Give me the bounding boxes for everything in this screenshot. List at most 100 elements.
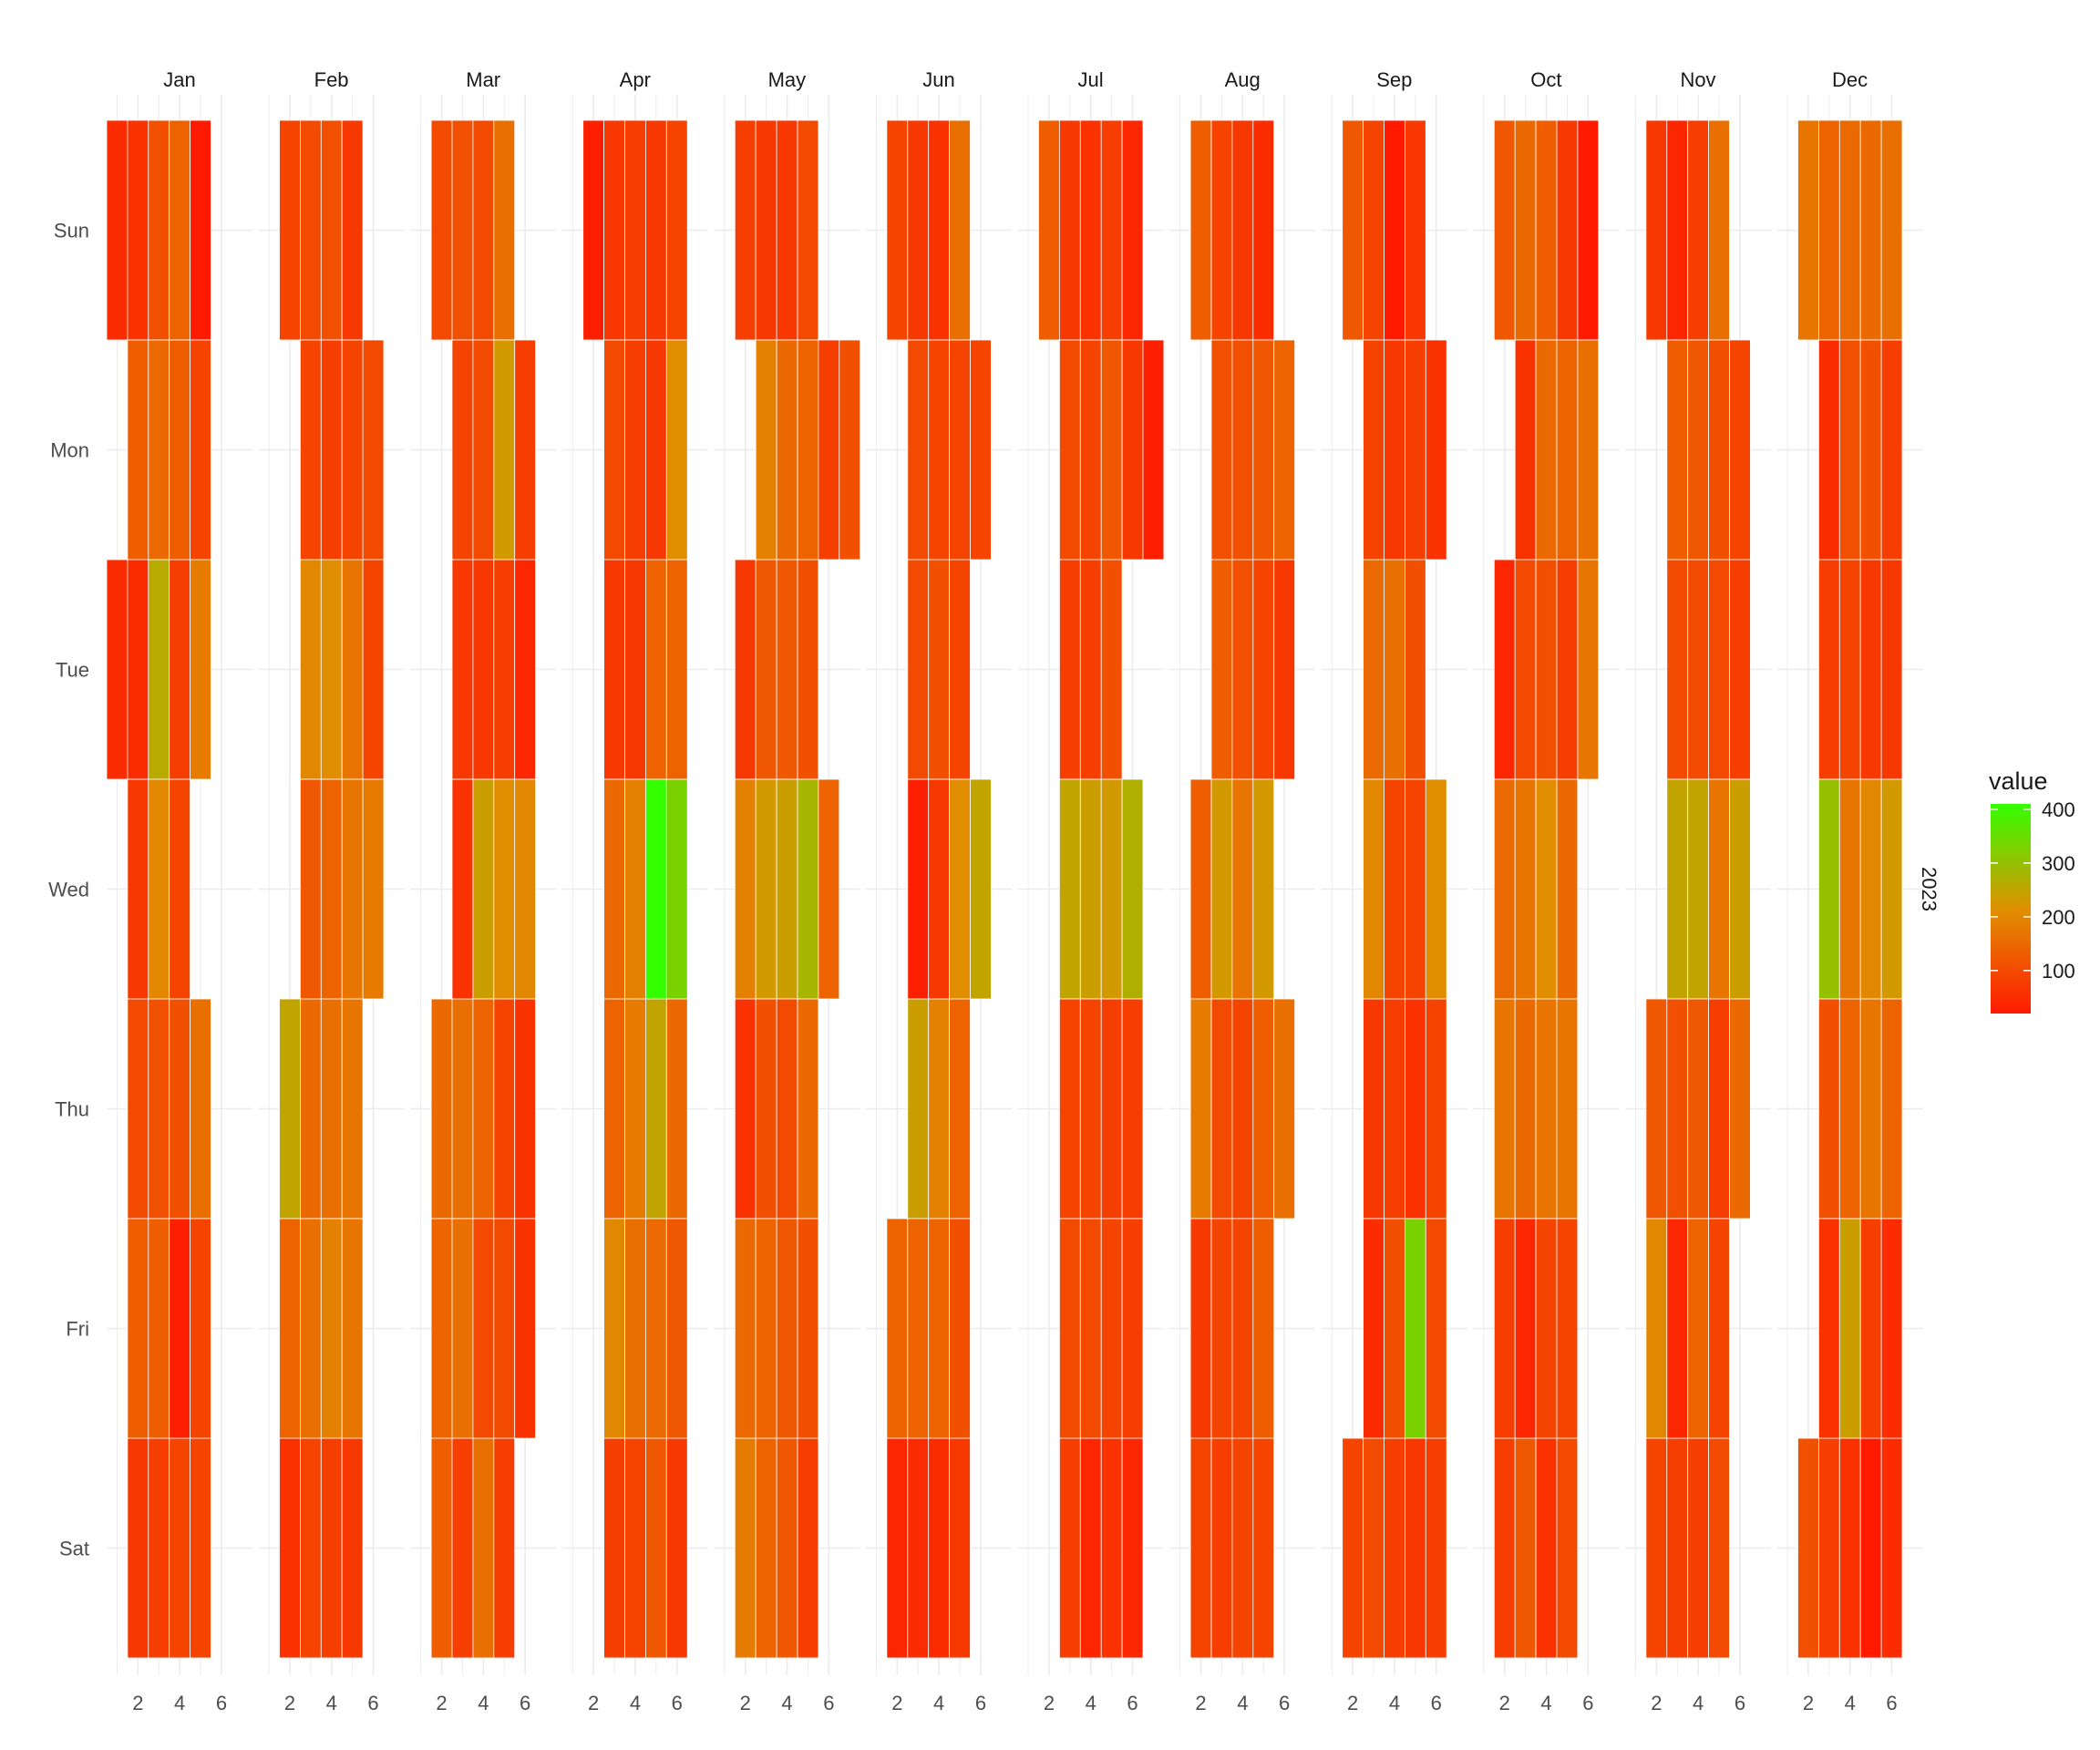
cell-nov-sat-5 [1708,1437,1730,1659]
cell-mar-mon-5 [493,339,516,561]
cell-nov-mon-4 [1687,339,1709,561]
cell-jul-sun-3 [1059,119,1081,341]
cell-jun-mon-6 [970,339,992,561]
cell-dec-mon-6 [1880,339,1903,561]
cell-sep-fri-3 [1363,1218,1385,1439]
cell-apr-sun-2 [582,119,605,341]
cell-jan-tue-1 [106,559,129,780]
cell-dec-tue-5 [1859,559,1882,780]
cell-mar-tue-3 [451,559,474,780]
cell-jul-mon-4 [1079,339,1102,561]
cell-jul-fri-3 [1059,1218,1081,1439]
cell-nov-thu-5 [1708,998,1730,1220]
cell-may-sun-5 [797,119,819,341]
cell-nov-sat-4 [1687,1437,1709,1659]
cell-feb-wed-3 [299,778,322,1000]
cell-oct-tue-3 [1514,559,1537,780]
cell-jan-tue-3 [148,559,170,780]
cell-sep-thu-3 [1363,998,1385,1220]
cell-nov-thu-2 [1645,998,1668,1220]
cell-apr-sat-6 [665,1437,688,1659]
panel-title-nov: Nov [1680,68,1715,91]
cell-sep-mon-3 [1363,339,1385,561]
cell-dec-sun-5 [1859,119,1882,341]
panel-title-mar: Mar [466,68,500,91]
cell-sep-sat-2 [1342,1437,1364,1659]
cell-mar-wed-6 [514,778,537,1000]
cell-aug-tue-6 [1273,559,1295,780]
cell-apr-mon-6 [665,339,688,561]
panel-title-jan: Jan [163,68,195,91]
cell-aug-thu-2 [1189,998,1212,1220]
x-tick-label-dec-6: 6 [1886,1692,1897,1714]
legend: value 100 200 300 400 [1989,767,2075,1014]
cell-mar-sat-4 [472,1437,495,1659]
cell-feb-sat-4 [320,1437,343,1659]
cell-mar-sun-5 [493,119,516,341]
cell-nov-tue-4 [1687,559,1709,780]
cell-sep-thu-5 [1405,998,1426,1220]
cell-jan-sat-2 [127,1437,149,1659]
y-tick-label-tue: Tue [56,659,89,682]
x-tick-label-nov-2: 2 [1651,1692,1662,1714]
cell-jan-thu-3 [148,998,170,1220]
cell-jul-wed-6 [1121,778,1144,1000]
x-tick-label-jan-4: 4 [174,1692,185,1714]
cell-sep-thu-4 [1384,998,1405,1220]
cell-jan-tue-5 [190,559,211,780]
cell-apr-mon-5 [645,339,667,561]
cell-sep-wed-6 [1425,778,1447,1000]
cell-jul-wed-5 [1100,778,1123,1000]
cell-aug-sat-4 [1231,1437,1254,1659]
cell-sep-mon-6 [1425,339,1447,561]
cell-oct-wed-3 [1514,778,1537,1000]
cell-apr-tue-5 [645,559,667,780]
x-tick-label-jun-4: 4 [933,1692,944,1714]
cell-feb-tue-6 [362,559,385,780]
cell-may-sun-4 [776,119,798,341]
cell-apr-fri-6 [665,1218,688,1439]
cell-aug-sat-3 [1210,1437,1233,1659]
cell-jul-thu-5 [1100,998,1123,1220]
cell-oct-thu-4 [1535,998,1558,1220]
cell-aug-mon-4 [1231,339,1254,561]
cell-feb-thu-3 [299,998,322,1220]
cell-apr-wed-5 [645,778,667,1000]
x-tick-label-oct-4: 4 [1540,1692,1551,1714]
y-tick-label-wed: Wed [48,879,89,901]
cell-apr-fri-3 [603,1218,625,1439]
cell-aug-tue-3 [1210,559,1233,780]
cell-apr-wed-6 [665,778,688,1000]
cell-jul-tue-5 [1100,559,1123,780]
cell-dec-sat-2 [1797,1437,1819,1659]
cell-jul-fri-4 [1079,1218,1102,1439]
cell-jan-sun-3 [148,119,170,341]
x-tick-label-jul-4: 4 [1086,1692,1096,1714]
x-tick-label-nov-4: 4 [1693,1692,1704,1714]
cell-jun-wed-4 [928,778,951,1000]
cell-apr-sat-5 [645,1437,667,1659]
cell-jun-wed-6 [970,778,992,1000]
cell-nov-sun-5 [1708,119,1730,341]
cell-jun-sat-4 [928,1437,951,1659]
cell-apr-sat-4 [624,1437,646,1659]
cell-aug-mon-6 [1273,339,1295,561]
cell-oct-sun-6 [1577,119,1600,341]
cell-apr-tue-6 [665,559,688,780]
cell-jun-tue-5 [949,559,971,780]
cell-apr-sun-5 [645,119,667,341]
cell-apr-sun-6 [665,119,688,341]
cell-nov-sun-4 [1687,119,1709,341]
cell-may-mon-7 [839,339,861,561]
x-tick-label-apr-2: 2 [588,1692,599,1714]
legend-title: value [1989,767,2048,795]
cell-jan-sun-1 [106,119,129,341]
cell-mar-tue-6 [514,559,537,780]
cell-oct-wed-2 [1493,778,1516,1000]
cell-aug-fri-3 [1210,1218,1233,1439]
cell-may-tue-2 [734,559,757,780]
cell-mar-wed-4 [472,778,495,1000]
cell-dec-sat-3 [1818,1437,1840,1659]
cell-mar-wed-5 [493,778,516,1000]
cell-dec-wed-6 [1880,778,1903,1000]
